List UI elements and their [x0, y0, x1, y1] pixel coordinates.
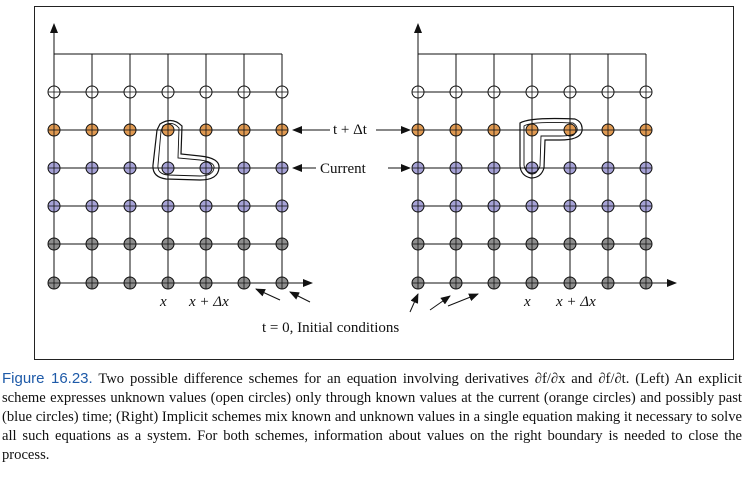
figure-frame: [34, 6, 734, 360]
label-x-dx-left: x + Δx: [188, 294, 229, 310]
label-current: Current: [320, 161, 367, 177]
pointer-initial-4: [429, 295, 451, 311]
caption-label: Figure 16.23.: [2, 370, 93, 387]
difference-scheme-diagram: t + Δt Current x x + Δx x x + Δx t = 0, …: [47, 23, 677, 336]
pointer-initial-5: [447, 293, 479, 307]
pointer-initial-2: [289, 291, 311, 303]
explicit-stencil-outline: [152, 119, 220, 181]
explicit-stencil-outline-inner: [157, 123, 215, 177]
label-x-left: x: [159, 294, 167, 310]
label-x-dx-right: x + Δx: [555, 294, 596, 310]
label-t-plus-dt: t + Δt: [333, 122, 368, 138]
implicit-stencil-outline: [519, 117, 583, 179]
implicit-stencil-outline-inner: [523, 121, 578, 174]
pointer-initial-1: [255, 288, 281, 301]
label-x-right: x: [523, 294, 531, 310]
explicit-scheme-grid: [47, 23, 313, 290]
label-initial-conditions: t = 0, Initial conditions: [262, 320, 399, 336]
caption-text: Two possible difference schemes for an e…: [2, 371, 743, 463]
pointer-initial-3: [409, 293, 419, 313]
figure-caption: Figure 16.23. Two possible difference sc…: [2, 369, 742, 465]
implicit-scheme-grid: [411, 23, 677, 290]
